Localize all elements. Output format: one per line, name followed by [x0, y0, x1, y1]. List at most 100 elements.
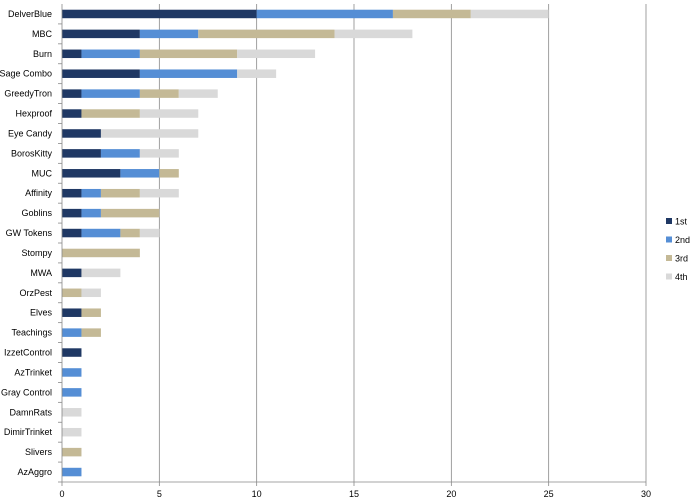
bar-segment — [81, 328, 101, 337]
legend-swatch — [666, 255, 672, 261]
bar-segment — [62, 129, 101, 138]
axes — [58, 4, 647, 486]
bar-segment — [256, 9, 393, 19]
category-label: BorosKitty — [11, 148, 53, 158]
category-labels: DelverBlue MBC Burn Sage Combo GreedyTron Hex… — [0, 9, 53, 477]
x-tick-label: 30 — [641, 489, 651, 499]
bar-segment — [470, 9, 549, 19]
category-label: MBC — [32, 29, 53, 39]
bar-segment — [100, 149, 140, 158]
bar-segment — [62, 368, 82, 377]
legend: 1st 2nd 3rd 4th — [666, 217, 690, 282]
category-label: Elves — [30, 308, 53, 318]
bar-segment — [334, 29, 413, 39]
legend-label: 2nd — [675, 235, 690, 245]
category-label: Hexproof — [15, 109, 52, 119]
bar-segment — [139, 89, 179, 98]
bar-segment — [62, 228, 82, 238]
bar-segment — [100, 208, 160, 218]
bar-segment — [81, 308, 101, 317]
bar-segment — [100, 188, 140, 198]
category-label: DamnRats — [9, 407, 52, 417]
bar-segment — [62, 248, 140, 258]
bar-segment — [81, 288, 101, 298]
bar-segment — [62, 29, 140, 39]
legend-label: 4th — [675, 272, 688, 282]
bar-segment — [81, 228, 121, 238]
bar-segment — [159, 169, 179, 178]
bar-segment — [81, 188, 101, 198]
bar-segment — [62, 89, 82, 98]
category-label: Stompy — [21, 248, 52, 258]
category-label: DimirTrinket — [4, 427, 53, 437]
bar-segment — [62, 268, 82, 278]
bar-segment — [81, 89, 140, 98]
bar-segment — [198, 29, 335, 39]
legend-label: 3rd — [675, 254, 688, 264]
bar-segment — [100, 129, 199, 138]
x-tick-labels: 0 5 10 15 20 25 30 — [59, 489, 651, 499]
bar-segment — [120, 169, 160, 178]
bar-segment — [139, 49, 238, 59]
bar-segment — [62, 388, 82, 397]
bar-segment — [62, 109, 82, 118]
x-tick-label: 0 — [59, 489, 64, 499]
bar-segment — [81, 49, 140, 59]
bar-segment — [139, 228, 160, 238]
bar-segment — [62, 9, 257, 19]
bar-segment — [139, 149, 179, 158]
category-label: MWA — [30, 268, 52, 278]
bar-segment — [62, 188, 82, 198]
bar-segment — [62, 408, 82, 417]
bar-segment — [62, 49, 82, 59]
category-label: OrzPest — [19, 288, 52, 298]
category-label: GreedyTron — [4, 89, 52, 99]
bar-segment — [237, 49, 316, 59]
category-label: MUC — [32, 168, 53, 178]
bar-segment — [81, 268, 121, 278]
category-label: Slivers — [25, 447, 53, 457]
x-tick-label: 10 — [252, 489, 262, 499]
bar-segment — [62, 427, 82, 437]
x-tick-label: 25 — [544, 489, 554, 499]
bar-segment — [62, 69, 140, 78]
category-label: Affinity — [25, 188, 52, 198]
bar-segment — [62, 288, 82, 298]
category-label: DelverBlue — [8, 9, 52, 19]
bar-segment — [81, 208, 101, 218]
x-tick-label: 5 — [157, 489, 162, 499]
category-label: Burn — [33, 49, 52, 59]
bar-segment — [139, 109, 199, 118]
bar-layer — [62, 9, 549, 477]
legend-swatch — [666, 236, 672, 243]
category-label: Sage Combo — [0, 69, 52, 79]
bar-segment — [62, 308, 82, 317]
legend-label: 1st — [675, 217, 688, 227]
category-label: Gray Control — [1, 387, 52, 397]
bar-segment — [62, 348, 82, 357]
bar-segment — [392, 9, 471, 19]
legend-swatch — [666, 218, 672, 224]
category-label: AzTrinket — [14, 367, 52, 377]
bar-segment — [139, 29, 199, 39]
bar-segment — [62, 149, 101, 158]
bar-segment — [62, 169, 121, 178]
bar-segment — [139, 69, 238, 78]
category-label: GW Tokens — [6, 228, 53, 238]
category-label: IzzetControl — [4, 348, 52, 358]
bar-segment — [62, 467, 82, 477]
legend-swatch — [666, 273, 672, 280]
category-label: Teachings — [11, 328, 52, 338]
bar-segment — [62, 328, 82, 337]
category-label: Eye Candy — [8, 128, 53, 138]
x-tick-label: 15 — [349, 489, 359, 499]
bar-segment — [120, 228, 140, 238]
category-label: Goblins — [21, 208, 52, 218]
bar-segment — [178, 89, 218, 98]
bar-segment — [62, 208, 82, 218]
bar-segment — [139, 188, 179, 198]
bar-segment — [237, 69, 277, 78]
x-tick-label: 20 — [446, 489, 456, 499]
bar-segment — [81, 109, 140, 118]
